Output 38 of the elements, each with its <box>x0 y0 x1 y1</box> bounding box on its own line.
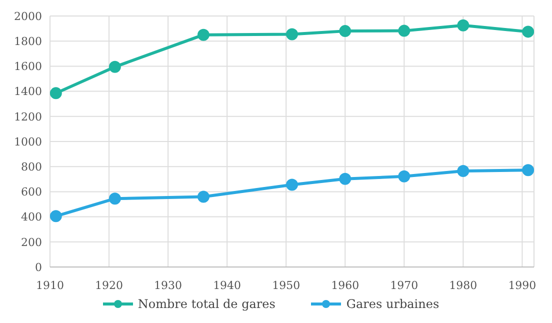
point <box>197 190 210 203</box>
x-tick-label: 1910 <box>36 278 64 292</box>
point <box>398 170 410 182</box>
point <box>108 192 121 205</box>
point <box>339 25 352 38</box>
y-tick-label: 1400 <box>14 85 42 98</box>
point <box>50 210 62 222</box>
y-tick-label: 1600 <box>14 60 42 74</box>
point <box>197 28 210 41</box>
x-tick-label: 1920 <box>95 278 124 292</box>
x-tick-label: 1980 <box>449 278 478 292</box>
point <box>108 60 121 73</box>
x-tick-label: 1960 <box>331 278 360 292</box>
y-tick-label: 1000 <box>14 135 42 148</box>
y-tick-label: 2000 <box>14 10 42 23</box>
x-tick-label: 1950 <box>272 278 300 292</box>
y-tick-label: 0 <box>35 260 42 274</box>
point <box>522 26 534 38</box>
legend-label: Gares urbaines <box>346 297 440 311</box>
point <box>457 164 470 177</box>
point <box>286 178 298 191</box>
y-tick-label: 1200 <box>14 110 42 124</box>
y-tick-label: 200 <box>21 236 42 249</box>
y-tick-label: 400 <box>21 210 42 224</box>
x-tick-label: 1970 <box>390 278 418 292</box>
x-tick-label: 1940 <box>213 278 242 292</box>
point <box>398 24 410 37</box>
point <box>50 87 62 100</box>
x-tick-label: 1990 <box>508 278 536 292</box>
point <box>339 172 352 185</box>
point <box>286 28 298 40</box>
legend-label: Nombre total de gares <box>138 297 276 311</box>
y-tick-label: 600 <box>21 186 42 199</box>
point <box>522 164 534 176</box>
point <box>457 19 470 32</box>
x-tick-label: 1930 <box>154 278 182 292</box>
y-tick-label: 800 <box>21 160 42 174</box>
y-tick-label: 1800 <box>14 35 42 48</box>
